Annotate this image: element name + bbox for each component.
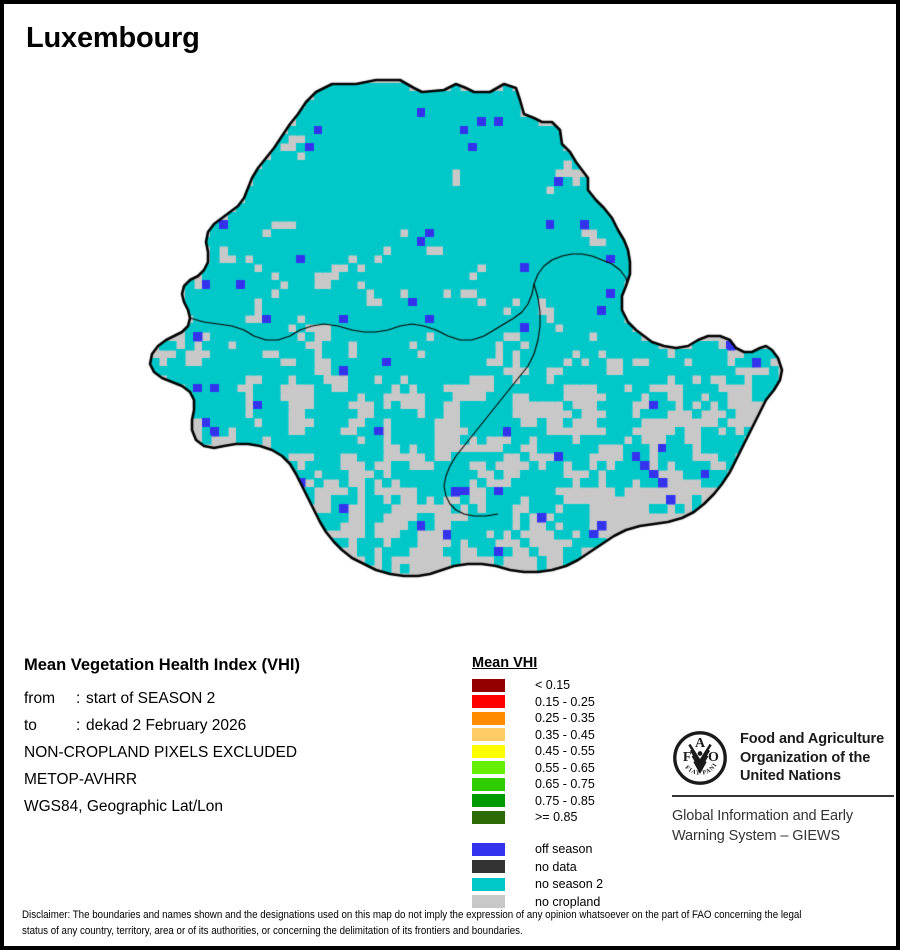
legend-label: off season xyxy=(535,842,593,857)
legend-swatch xyxy=(472,842,505,856)
legend-status-item[interactable]: no season 2 xyxy=(472,876,662,894)
fao-branding: F A O FIAT PANIS Food and Agriculture Or… xyxy=(672,730,894,846)
giews-subtitle: Global Information and Early Warning Sys… xyxy=(672,806,894,846)
map-metadata-block: Mean Vegetation Health Index (VHI) from:… xyxy=(24,656,454,820)
vhi-raster-map[interactable] xyxy=(4,74,896,644)
legend-label: 0.25 - 0.35 xyxy=(535,711,595,726)
legend-swatch xyxy=(472,678,505,692)
giews-line-1: Global Information and Early xyxy=(672,808,853,824)
legend-label: 0.65 - 0.75 xyxy=(535,777,595,792)
metadata-cropland-note: NON-CROPLAND PIXELS EXCLUDED xyxy=(24,744,298,761)
from-colon: : xyxy=(76,690,81,707)
legend-swatch xyxy=(472,728,505,742)
legend-label: 0.35 - 0.45 xyxy=(535,727,595,742)
legend-swatch xyxy=(472,794,505,808)
legend-label: 0.55 - 0.65 xyxy=(535,760,595,775)
legend-class-item[interactable]: 0.35 - 0.45 xyxy=(472,727,662,744)
legend-label: 0.15 - 0.25 xyxy=(535,694,595,709)
fao-logo-row: F A O FIAT PANIS Food and Agriculture Or… xyxy=(672,730,894,786)
legend-status-item[interactable]: off season xyxy=(472,841,662,859)
giews-line-2: Warning System – GIEWS xyxy=(672,828,841,844)
metadata-projection: WGS84, Geographic Lat/Lon xyxy=(24,798,224,815)
fao-organization-name: Food and Agriculture Organization of the… xyxy=(740,730,884,786)
legend-class-item[interactable]: 0.65 - 0.75 xyxy=(472,776,662,793)
legend-label: 0.75 - 0.85 xyxy=(535,793,595,808)
metadata-from-row: from: start of SEASON 2 xyxy=(24,685,454,712)
svg-text:F: F xyxy=(683,750,692,765)
from-label: from xyxy=(24,690,55,707)
svg-text:O: O xyxy=(708,750,719,765)
legend-label: no season 2 xyxy=(535,877,604,892)
fao-name-line-1: Food and Agriculture xyxy=(740,731,885,747)
legend-swatch xyxy=(472,777,505,791)
metadata-sensor: METOP-AVHRR xyxy=(24,771,138,788)
legend-label: no cropland xyxy=(535,894,601,909)
disclaimer-text: Disclaimer: The boundaries and names sho… xyxy=(22,909,802,937)
map-legend: Mean VHI < 0.15 0.15 - 0.25 0.25 - 0.35 0.3… xyxy=(472,654,662,911)
to-label: to xyxy=(24,717,37,734)
legend-class-item[interactable]: 0.75 - 0.85 xyxy=(472,793,662,810)
legend-status-list: off season no data no season 2 no cropland xyxy=(472,841,662,911)
legend-class-item[interactable]: 0.25 - 0.35 xyxy=(472,710,662,727)
to-value: dekad 2 February 2026 xyxy=(86,717,247,734)
page-title: Luxembourg xyxy=(26,22,200,54)
legend-status-item[interactable]: no data xyxy=(472,858,662,876)
to-colon: : xyxy=(76,717,81,734)
metadata-to-row: to: dekad 2 February 2026 xyxy=(24,712,454,739)
legend-swatch xyxy=(472,895,505,909)
svg-text:A: A xyxy=(695,736,706,751)
legend-swatch xyxy=(472,860,505,874)
legend-swatch xyxy=(472,711,505,725)
fao-emblem-icon: F A O FIAT PANIS xyxy=(672,730,727,785)
fao-name-line-2: Organization of the xyxy=(740,749,871,766)
legend-label: 0.45 - 0.55 xyxy=(535,744,595,759)
legend-swatch xyxy=(472,695,505,709)
legend-title: Mean VHI xyxy=(472,655,538,671)
legend-label: < 0.15 xyxy=(535,678,571,693)
legend-spacer xyxy=(472,826,662,841)
legend-swatch xyxy=(472,744,505,758)
legend-class-item[interactable]: 0.45 - 0.55 xyxy=(472,743,662,760)
legend-class-item[interactable]: >= 0.85 xyxy=(472,809,662,826)
fao-name-line-3: United Nations xyxy=(740,768,841,784)
from-value: start of SEASON 2 xyxy=(86,690,216,707)
legend-class-list: < 0.15 0.15 - 0.25 0.25 - 0.35 0.35 - 0.45 0… xyxy=(472,677,662,826)
legend-swatch xyxy=(472,761,505,775)
legend-class-item[interactable]: < 0.15 xyxy=(472,677,662,694)
legend-swatch xyxy=(472,810,505,824)
legend-class-item[interactable]: 0.15 - 0.25 xyxy=(472,694,662,711)
map-panel[interactable] xyxy=(4,74,896,644)
metadata-header: Mean Vegetation Health Index (VHI) xyxy=(24,656,300,674)
fao-divider xyxy=(672,795,894,797)
legend-swatch xyxy=(472,877,505,891)
legend-label: >= 0.85 xyxy=(535,810,578,825)
legend-status-item[interactable]: no cropland xyxy=(472,893,662,911)
legend-label: no data xyxy=(535,859,577,874)
legend-class-item[interactable]: 0.55 - 0.65 xyxy=(472,760,662,777)
